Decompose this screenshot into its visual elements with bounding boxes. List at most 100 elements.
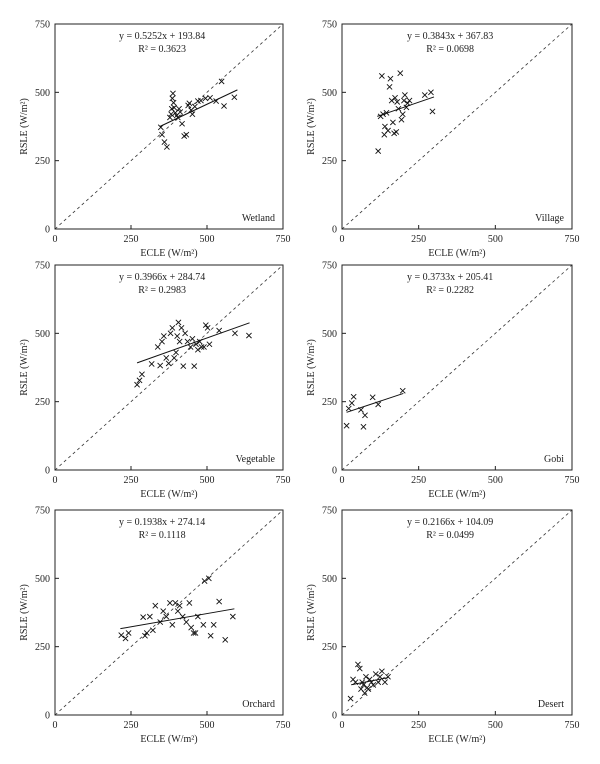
panel-gobi: 0 250 500 750 0 250 500 750 ECLE (W/m²) RSLE (W/m… (306, 261, 580, 501)
regression-line (159, 89, 238, 127)
data-point (149, 627, 156, 634)
regression-line (346, 392, 404, 413)
y-tick-label: 750 (35, 506, 50, 517)
data-point (406, 97, 413, 104)
data-point (392, 94, 398, 101)
x-tick-label: 0 (340, 475, 345, 486)
y-tick-label: 500 (35, 88, 50, 99)
data-point (160, 333, 167, 339)
data-point (152, 602, 159, 609)
data-point (169, 324, 176, 331)
data-point (174, 333, 181, 339)
data-point (366, 676, 373, 683)
data-point (401, 92, 408, 98)
data-point (139, 371, 145, 378)
y-tick-label: 0 (332, 711, 337, 722)
data-point (360, 682, 367, 688)
data-point (157, 362, 164, 369)
data-point (190, 630, 197, 636)
y-tick-label: 750 (35, 20, 50, 31)
data-point (394, 98, 401, 105)
x-axis-title: ECLE (W/m²) (428, 734, 485, 745)
data-point (369, 394, 376, 401)
regression-equation: y = 0.3733x + 205.41 (407, 272, 493, 283)
data-point (386, 83, 393, 90)
r-squared: R² = 0.3623 (138, 44, 186, 55)
data-point (356, 665, 363, 672)
x-tick-label: 500 (200, 234, 215, 245)
data-point (192, 630, 199, 636)
x-tick-label: 0 (340, 720, 345, 731)
data-point (157, 619, 164, 625)
y-tick-label: 750 (322, 261, 337, 272)
data-point (198, 97, 204, 104)
data-point (229, 613, 236, 620)
data-point (204, 324, 211, 331)
r-squared: R² = 0.0698 (426, 44, 474, 55)
data-point (154, 344, 161, 350)
data-point (134, 381, 140, 388)
data-point (375, 148, 382, 155)
data-point (375, 679, 382, 686)
y-axis-title: RSLE (W/m²) (19, 339, 30, 396)
data-point (159, 131, 165, 138)
data-point (170, 90, 176, 97)
data-point (189, 335, 196, 342)
data-point (193, 341, 199, 348)
x-tick-label: 250 (411, 720, 426, 731)
y-tick-label: 750 (35, 261, 50, 272)
x-tick-label: 500 (488, 720, 503, 731)
data-point (378, 73, 385, 79)
data-point (194, 613, 201, 620)
data-point (388, 97, 395, 104)
regression-line (136, 322, 250, 364)
data-point (143, 630, 150, 636)
data-point (166, 114, 173, 121)
x-tick-label: 750 (276, 234, 291, 245)
x-tick-label: 250 (411, 475, 426, 486)
panel-desert: 0 250 500 750 0 250 500 750 ECLE (W/m²) RSLE (W/m… (306, 506, 580, 746)
data-point (194, 346, 201, 353)
y-tick-label: 0 (45, 711, 50, 722)
data-point (382, 679, 388, 686)
data-point (167, 330, 174, 337)
regression-equation: y = 0.1938x + 274.14 (119, 517, 205, 528)
data-point (191, 103, 198, 110)
y-tick-label: 250 (322, 156, 337, 167)
data-point (216, 598, 223, 605)
x-tick-label: 750 (565, 234, 580, 245)
data-point (206, 341, 213, 348)
data-point (365, 686, 372, 692)
data-point (136, 377, 143, 384)
regression-equation: y = 0.3843x + 367.83 (407, 31, 493, 42)
data-point (201, 578, 208, 584)
data-point (385, 127, 391, 134)
x-tick-label: 0 (53, 475, 58, 486)
data-point (170, 99, 177, 106)
data-point (176, 602, 183, 609)
data-point (176, 105, 182, 112)
data-point (350, 393, 357, 400)
data-point (380, 111, 387, 118)
regression-equation: y = 0.3966x + 284.74 (119, 272, 205, 283)
data-point (160, 608, 167, 615)
plot-frame (54, 264, 284, 471)
data-point (161, 139, 168, 145)
regression-equation: y = 0.2166x + 104.09 (407, 517, 493, 528)
data-point (186, 600, 193, 606)
data-point (174, 114, 181, 121)
data-point (389, 119, 396, 126)
data-point (140, 614, 147, 621)
data-point (184, 338, 191, 345)
data-point (189, 111, 196, 118)
data-point (355, 661, 361, 668)
data-point (343, 422, 350, 429)
data-point (207, 632, 214, 639)
data-point (372, 671, 379, 677)
y-tick-label: 500 (322, 329, 337, 340)
data-point (246, 332, 252, 339)
data-point (175, 319, 182, 326)
data-point (178, 324, 185, 331)
data-point (176, 338, 183, 345)
x-tick-label: 250 (411, 234, 426, 245)
